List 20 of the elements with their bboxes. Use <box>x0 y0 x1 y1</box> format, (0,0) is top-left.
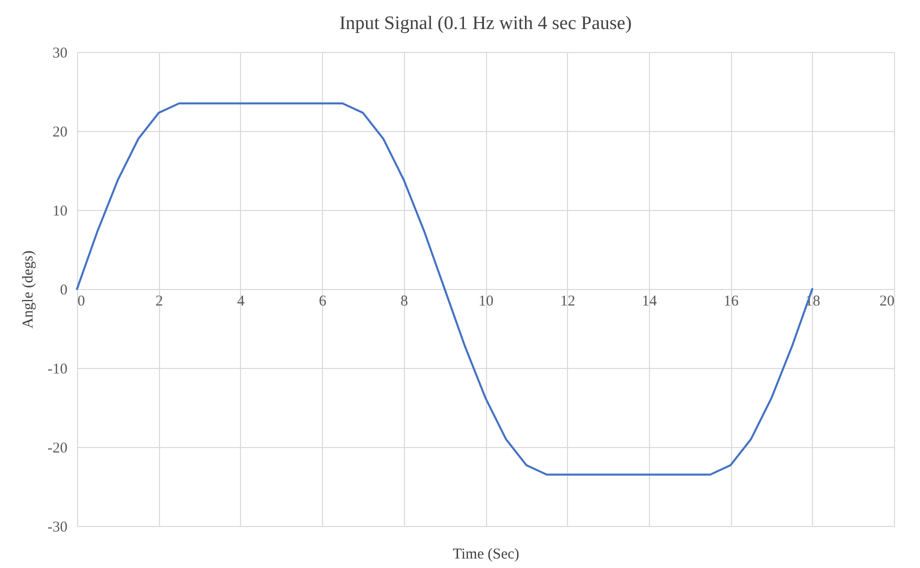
x-tick-label: 20 <box>880 294 894 310</box>
y-tick-label: 0 <box>60 282 68 298</box>
y-tick-label: -20 <box>48 440 68 456</box>
x-tick-label: 2 <box>155 294 163 310</box>
y-axis-title: Angle (degs) <box>20 250 37 328</box>
x-tick-label: 4 <box>237 294 246 310</box>
x-tick-label: 10 <box>478 294 494 310</box>
x-tick-label: 6 <box>318 294 327 310</box>
y-tick-label: -30 <box>48 520 68 536</box>
chart-title: Input Signal (0.1 Hz with 4 sec Pause) <box>339 13 632 34</box>
x-tick-label: 16 <box>724 294 740 310</box>
x-tick-label: 8 <box>400 294 408 310</box>
y-tick-label: 20 <box>52 124 68 140</box>
y-tick-label: -10 <box>48 362 68 378</box>
x-tick-label: 0 <box>78 294 85 310</box>
x-tick-label: 12 <box>560 294 576 310</box>
y-tick-label: 10 <box>52 204 68 220</box>
y-tick-label: 30 <box>52 46 68 62</box>
x-tick-label: 14 <box>642 294 658 310</box>
x-axis-title: Time (Sec) <box>452 546 520 562</box>
